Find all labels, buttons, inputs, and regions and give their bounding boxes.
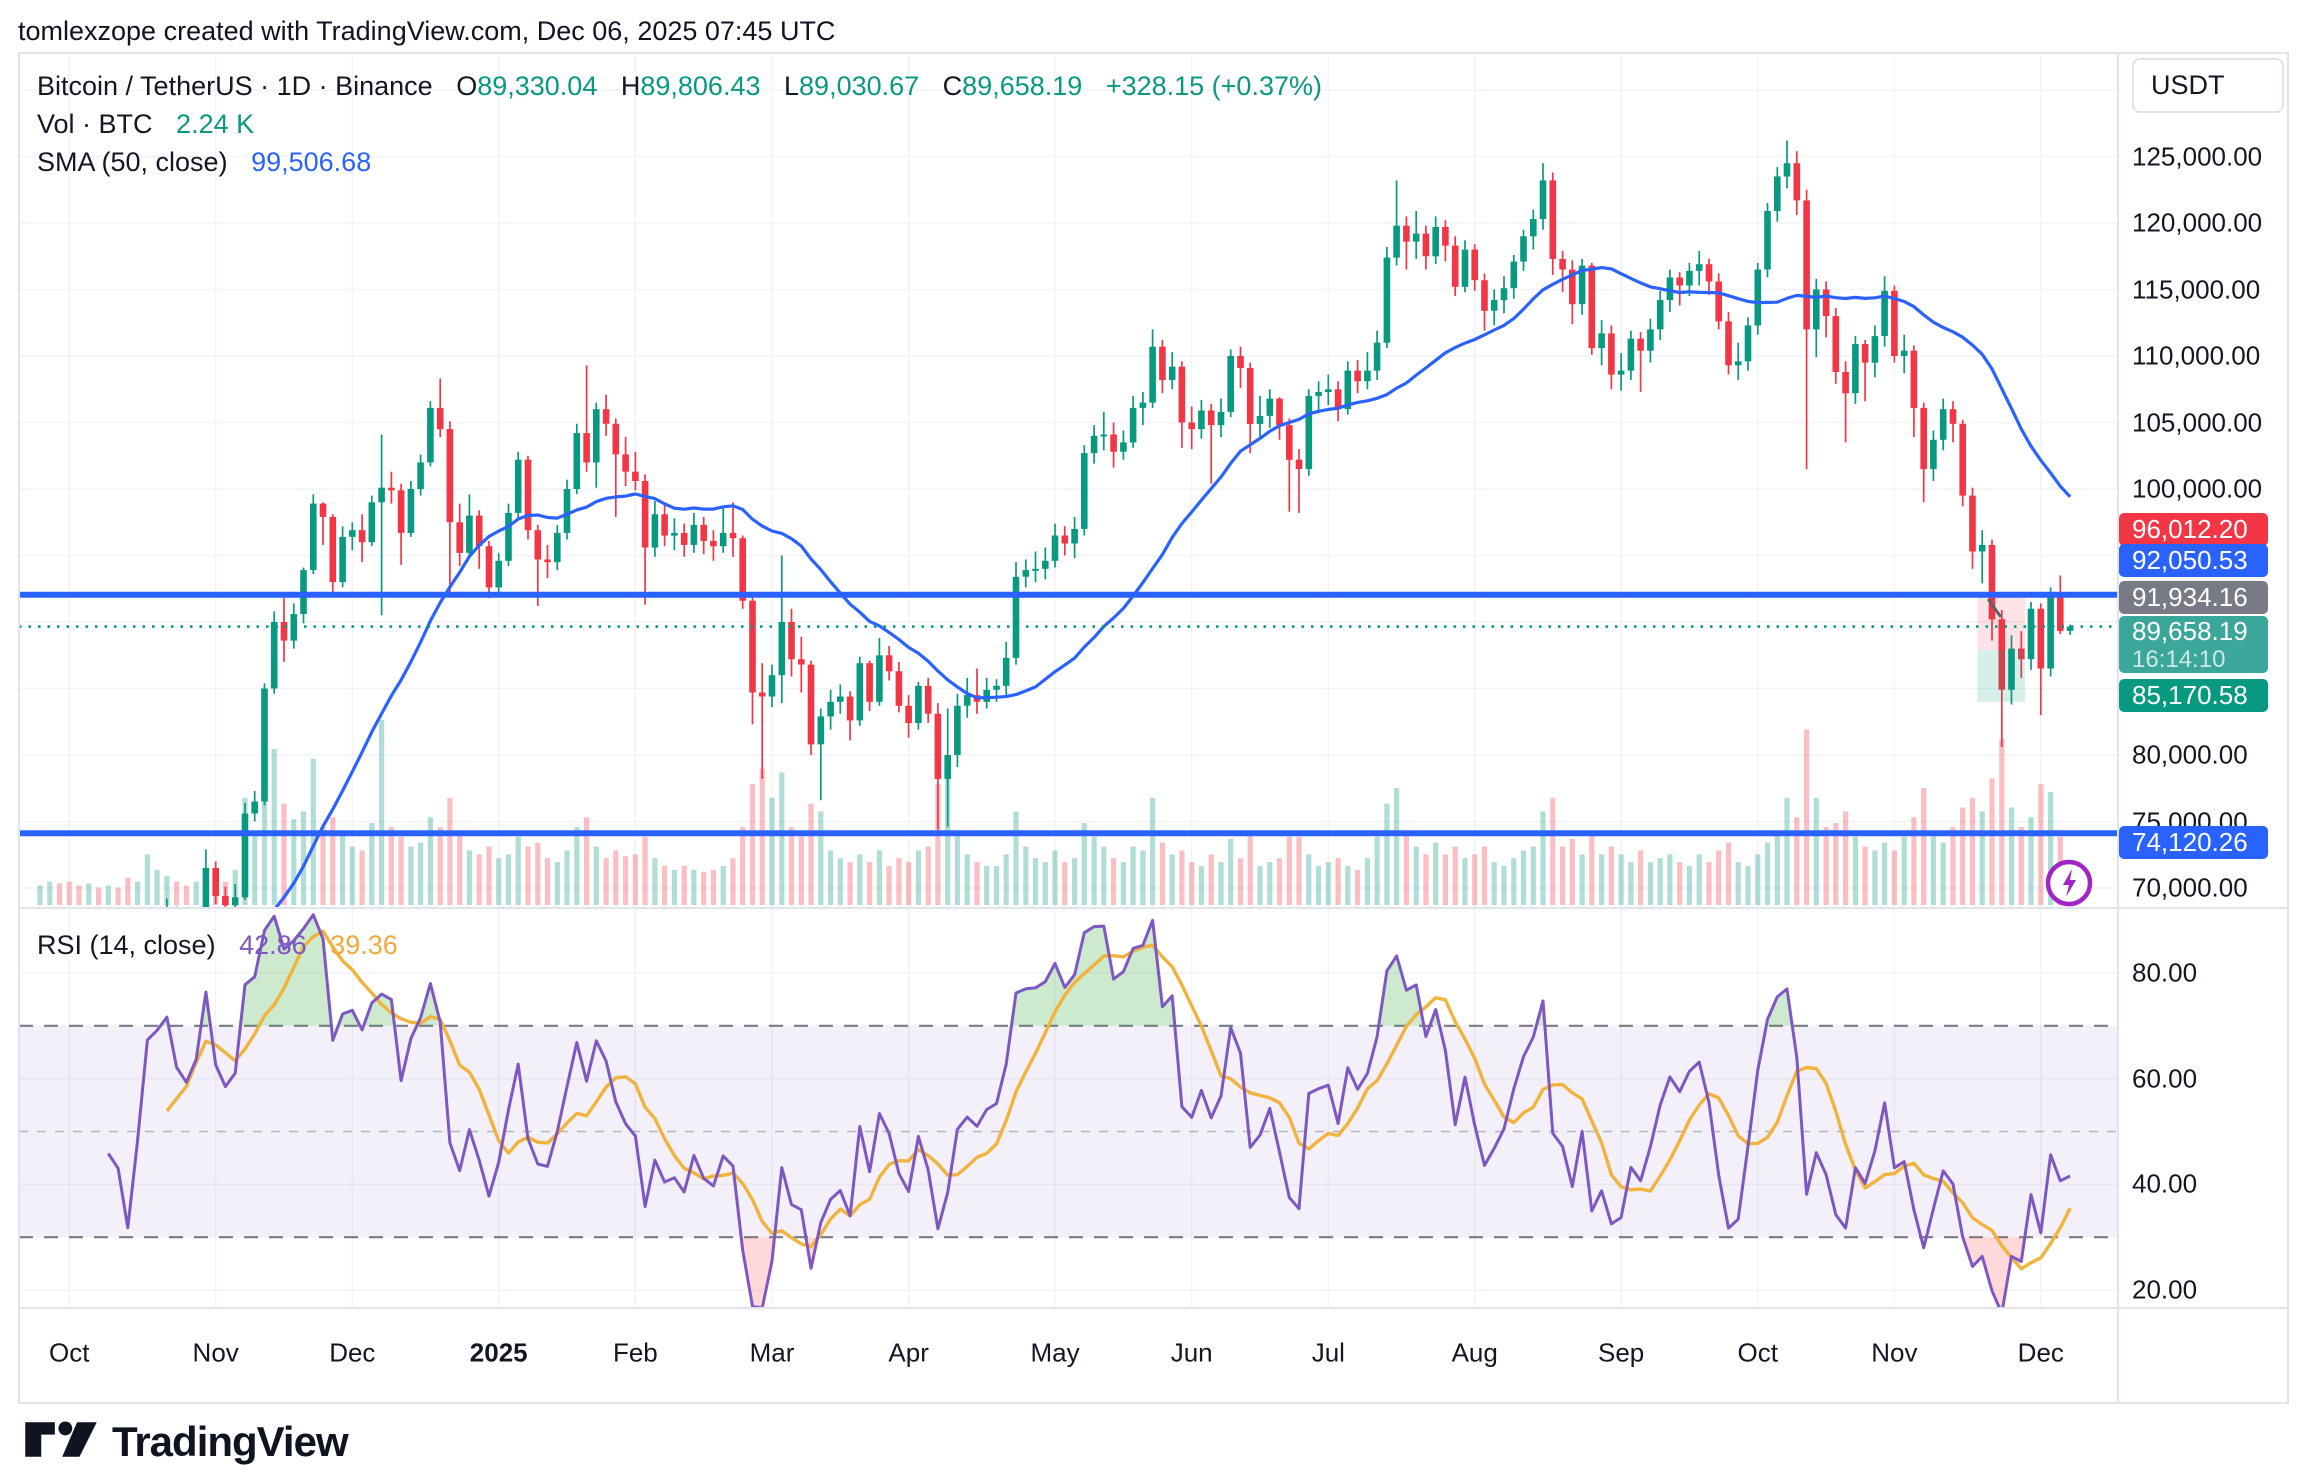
change-value: +328.15 (+0.37%) <box>1105 71 1322 101</box>
high-label: H <box>620 71 641 101</box>
rsi-tick: 20.00 <box>2132 1274 2198 1305</box>
rsi-tick: 80.00 <box>2132 957 2198 988</box>
price-tick: 115,000.00 <box>2132 274 2261 304</box>
time-tick: Aug <box>1451 1337 1498 1368</box>
price-tick: 120,000.00 <box>2132 207 2263 238</box>
volume-label[interactable]: Vol · BTC <box>37 109 153 139</box>
legend-symbol-row: Bitcoin / TetherUS · 1D · Binance O89,33… <box>37 66 1322 104</box>
rsi-label[interactable]: RSI (14, close) <box>37 930 216 960</box>
price-tick: 100,000.00 <box>2132 473 2263 504</box>
price-label-value: 92,050.53 <box>2132 545 2248 576</box>
tradingview-wordmark: TradingView <box>112 1418 349 1465</box>
price-tick: 110,000.00 <box>2132 340 2261 371</box>
close-value: 89,658.19 <box>962 71 1083 101</box>
price-tick: 125,000.00 <box>2132 141 2263 171</box>
high-value: 89,806.43 <box>640 71 761 101</box>
lightning-icon <box>2045 859 2093 907</box>
time-tick: Jun <box>1170 1337 1213 1368</box>
tradingview-logo-icon <box>25 1421 97 1457</box>
time-tick: Sep <box>1597 1337 1645 1368</box>
price-tick: 105,000.00 <box>2132 407 2263 437</box>
open-label: O <box>456 71 478 101</box>
time-tick: Oct <box>1737 1337 1778 1368</box>
rsi-ma-value: 39.36 <box>330 930 398 960</box>
open-value: 89,330.04 <box>477 71 598 101</box>
time-tick: Feb <box>612 1337 658 1368</box>
symbol-title[interactable]: Bitcoin / TetherUS · 1D · Binance <box>37 71 433 101</box>
legend-volume-row: Vol · BTC 2.24 K <box>37 104 1322 142</box>
price-label: 91,934.16 <box>2119 580 2268 614</box>
instant-trading-button[interactable] <box>2043 857 2095 909</box>
currency-toggle-button[interactable]: USDT <box>2132 58 2284 113</box>
price-label: 74,120.26 <box>2119 825 2268 859</box>
price-label-value: 91,934.16 <box>2132 581 2248 612</box>
close-label: C <box>942 71 963 101</box>
rsi-tick: 60.00 <box>2132 1063 2198 1094</box>
time-tick: Dec <box>2017 1337 2064 1368</box>
time-tick: Mar <box>749 1337 795 1368</box>
volume-value: 2.24 K <box>176 109 255 139</box>
low-label: L <box>784 71 800 101</box>
price-label: 89,658.19 16:14:10 <box>2119 616 2268 674</box>
time-tick: Nov <box>1871 1337 1918 1368</box>
footer-brand[interactable]: TradingView <box>24 1418 349 1466</box>
time-tick: Apr <box>888 1337 929 1368</box>
legend-sma-row: SMA (50, close) 99,506.68 <box>37 142 1322 180</box>
price-tick: 70,000.00 <box>2132 872 2248 903</box>
price-label: 92,050.53 <box>2119 544 2268 578</box>
price-label-value: 85,170.58 <box>2132 679 2248 710</box>
price-label: 85,170.58 <box>2119 678 2268 712</box>
attribution-text: tomlexzope created with TradingView.com,… <box>18 16 836 46</box>
price-label-value: 89,658.19 <box>2132 616 2248 647</box>
time-tick: Dec <box>329 1337 376 1368</box>
time-tick: Jul <box>1311 1337 1345 1368</box>
countdown-timer: 16:14:10 <box>2132 646 2226 674</box>
time-tick: Nov <box>192 1337 239 1368</box>
sma-label[interactable]: SMA (50, close) <box>37 147 228 177</box>
rsi-legend: RSI (14, close) 42.86 39.36 <box>37 930 398 961</box>
rsi-value: 42.86 <box>239 930 307 960</box>
price-label: 96,012.20 <box>2119 512 2268 546</box>
price-tick: 80,000.00 <box>2132 739 2248 770</box>
time-tick: 2025 <box>469 1337 528 1368</box>
price-label-value: 74,120.26 <box>2132 826 2248 857</box>
low-value: 89,030.67 <box>799 71 920 101</box>
time-tick: May <box>1030 1337 1080 1368</box>
time-tick: Oct <box>49 1337 90 1368</box>
sma-value: 99,506.68 <box>251 147 372 177</box>
chart-legend: Bitcoin / TetherUS · 1D · Binance O89,33… <box>37 66 1322 180</box>
rsi-tick: 40.00 <box>2132 1168 2198 1199</box>
price-label-value: 96,012.20 <box>2132 513 2248 544</box>
